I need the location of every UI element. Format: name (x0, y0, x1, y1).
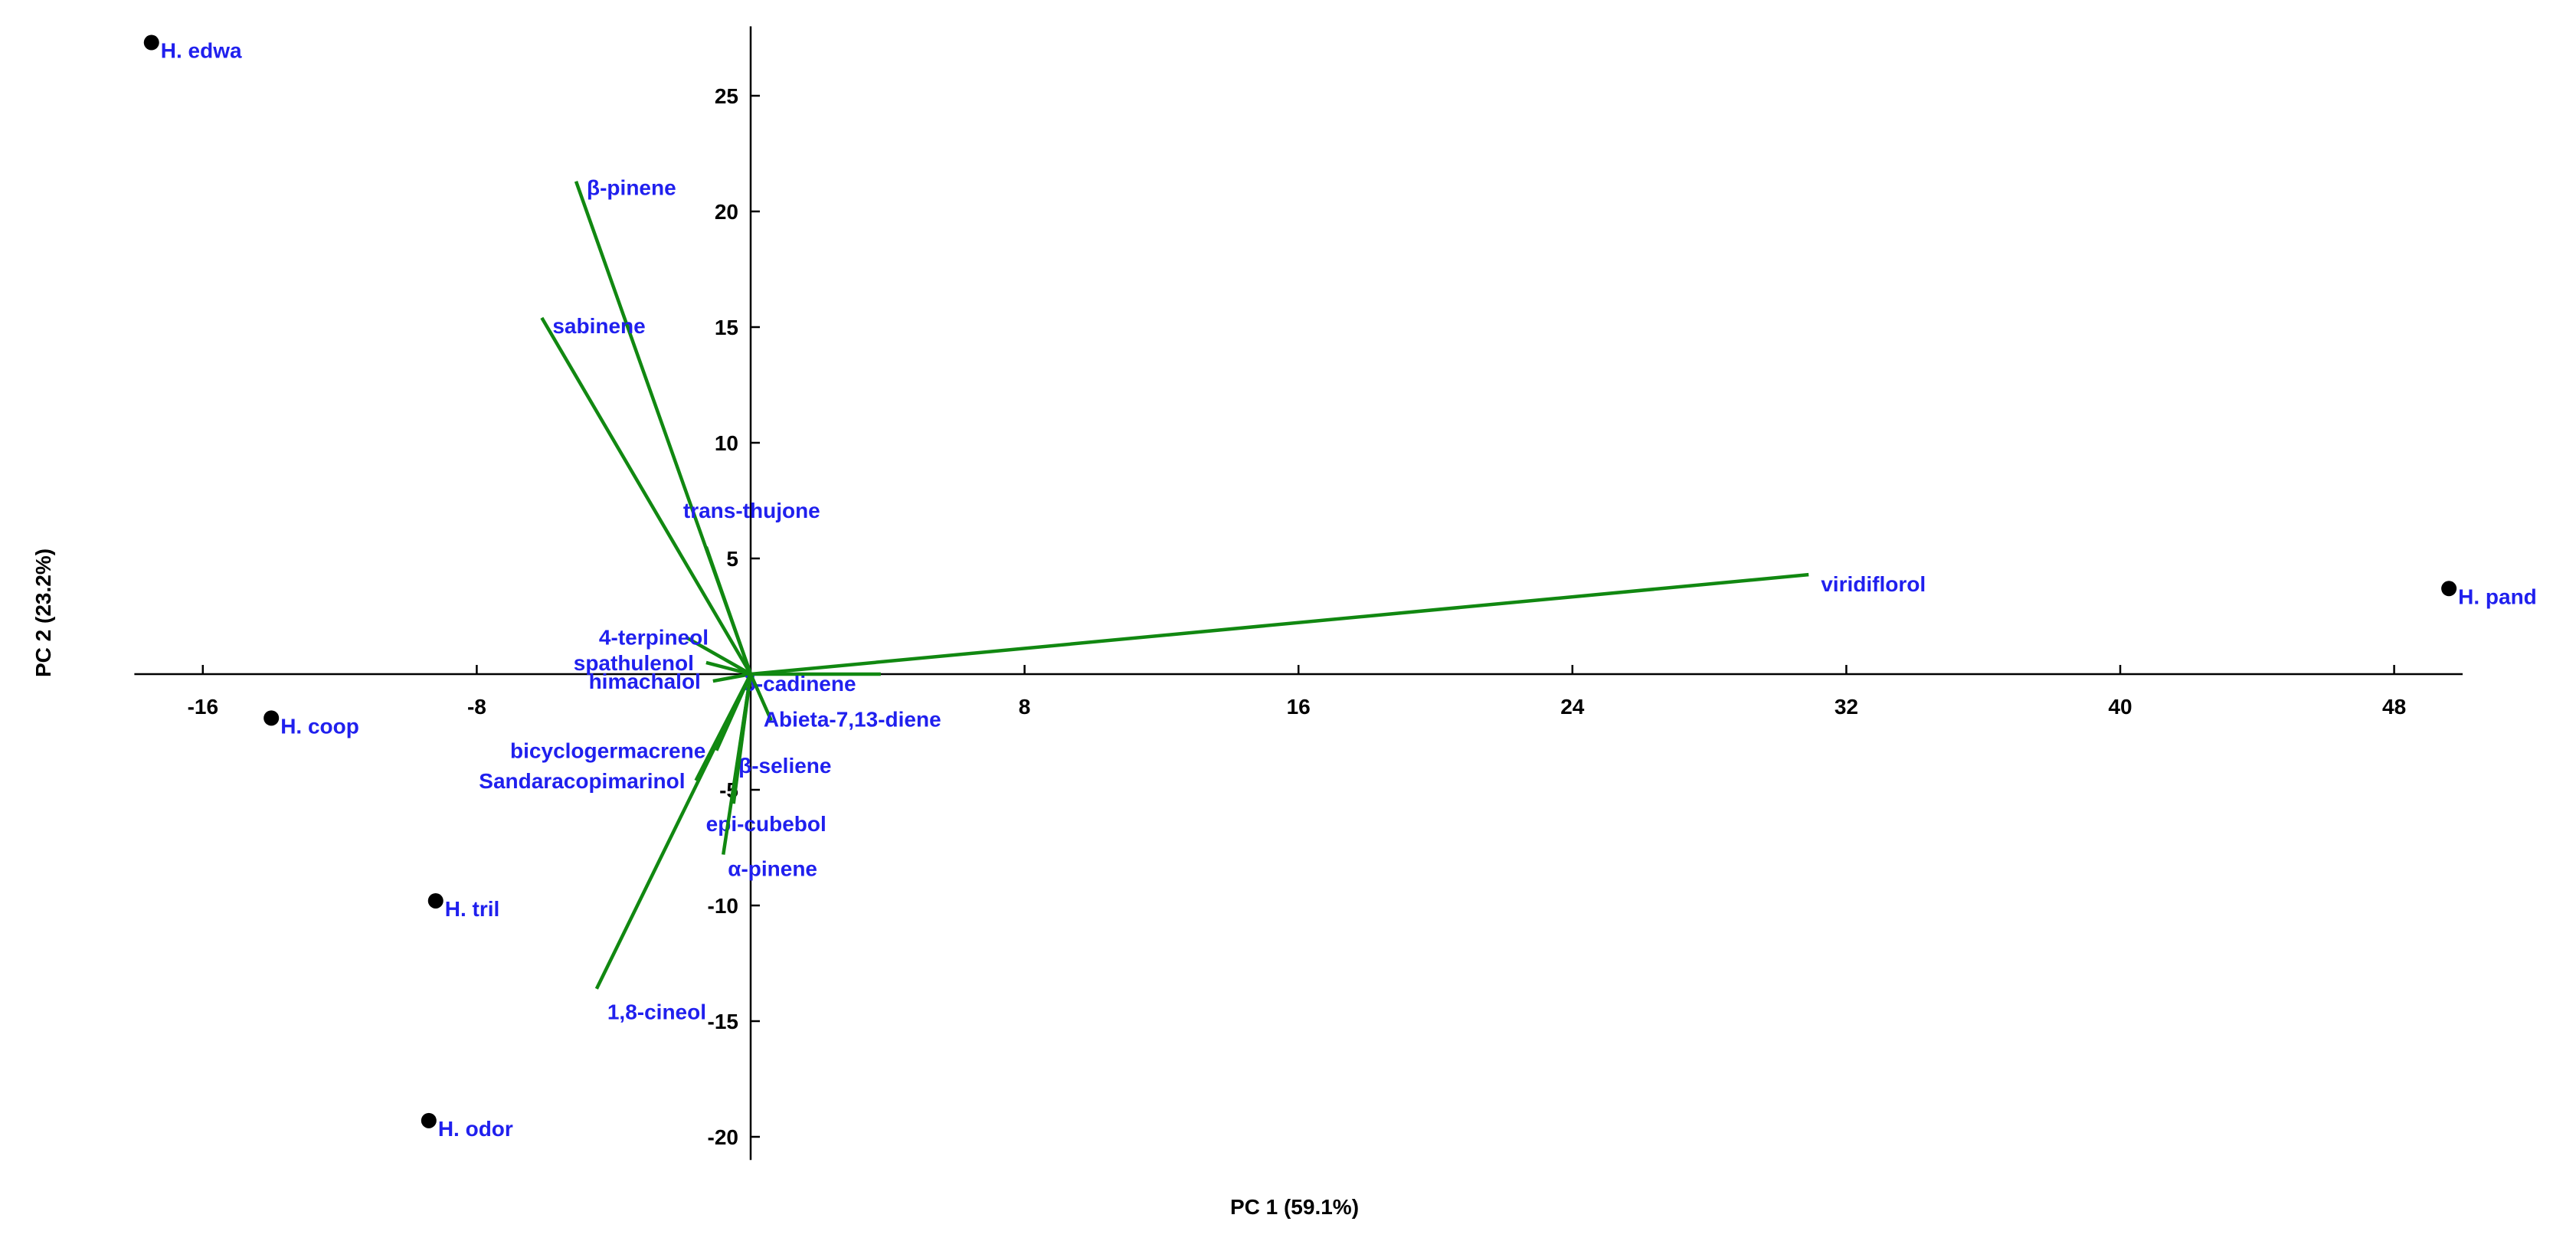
x-tick-label: 24 (1560, 695, 1585, 719)
score-point (427, 892, 444, 909)
loading-vector (704, 546, 753, 675)
loading-vector (722, 673, 753, 855)
loading-vector (712, 672, 751, 683)
y-tick-label: 20 (715, 200, 738, 224)
loading-vectors: β-pinene sabinene trans-thujone viridifloro… (479, 176, 1926, 1024)
loading-vector-label: Abieta-7,13-diene (764, 707, 941, 731)
score-point-label: H. coop (280, 714, 359, 738)
y-axis-title: PC 2 (23.2%) (31, 548, 55, 677)
score-point-label: H. tril (445, 897, 500, 921)
loading-vector-label: bicyclogermacrene (510, 739, 705, 763)
score-point (143, 34, 159, 51)
x-tick-label: 48 (2382, 695, 2406, 719)
x-tick-label: 32 (1835, 695, 1858, 719)
score-point-label: H. pand (2458, 584, 2537, 608)
y-tick-label: 25 (715, 84, 738, 108)
loading-vector (594, 673, 753, 990)
x-tick-label: 16 (1287, 695, 1311, 719)
score-point (263, 710, 280, 726)
y-tick-label: -10 (708, 894, 738, 918)
y-tick-label: 5 (726, 547, 738, 571)
x-tick-label: 8 (1019, 695, 1031, 719)
loading-vector (684, 635, 752, 676)
loading-vector (750, 572, 1809, 676)
loading-vector-label: epi-cubebol (706, 812, 826, 836)
x-axis-title: PC 1 (59.1%) (1230, 1195, 1359, 1219)
x-tick-label: 40 (2108, 695, 2132, 719)
y-tick-label: 10 (715, 431, 738, 455)
loading-vector-label: sabinene (552, 314, 645, 338)
score-point (2441, 581, 2457, 597)
loading-vector-label: spathulenol (574, 651, 694, 675)
loading-vector-label: viridiflorol (1821, 572, 1926, 596)
score-point-label: H. edwa (161, 39, 242, 63)
loading-vector-label: α-pinene (728, 857, 817, 881)
y-tick-label: -15 (708, 1010, 738, 1033)
loading-vector-label: β-pinene (587, 176, 676, 200)
x-tick-label: -16 (188, 695, 218, 719)
loading-vector (705, 660, 751, 676)
loading-vector-label: 4-terpineol (599, 626, 709, 650)
loading-vector-label: trans-thujone (683, 499, 820, 522)
loading-vector-label: 1,8-cineol (607, 1000, 706, 1024)
loading-vector-label: β-seliene (738, 754, 831, 778)
loading-vector (748, 673, 773, 722)
score-point (421, 1112, 437, 1128)
score-points: H. edwa H. coop H. tril H. odor H. pand (143, 34, 2537, 1141)
loading-vector-label: himachalol (589, 670, 701, 693)
loading-vector-label: Sandaracopimarinol (479, 769, 685, 793)
y-tick-label: -20 (708, 1125, 738, 1149)
x-tick-label: -8 (467, 695, 486, 719)
score-point-label: H. odor (438, 1117, 513, 1141)
loading-vector (540, 316, 752, 676)
y-tick-label: 15 (715, 316, 738, 339)
loading-vector-label: δ-cadinene (743, 672, 856, 696)
